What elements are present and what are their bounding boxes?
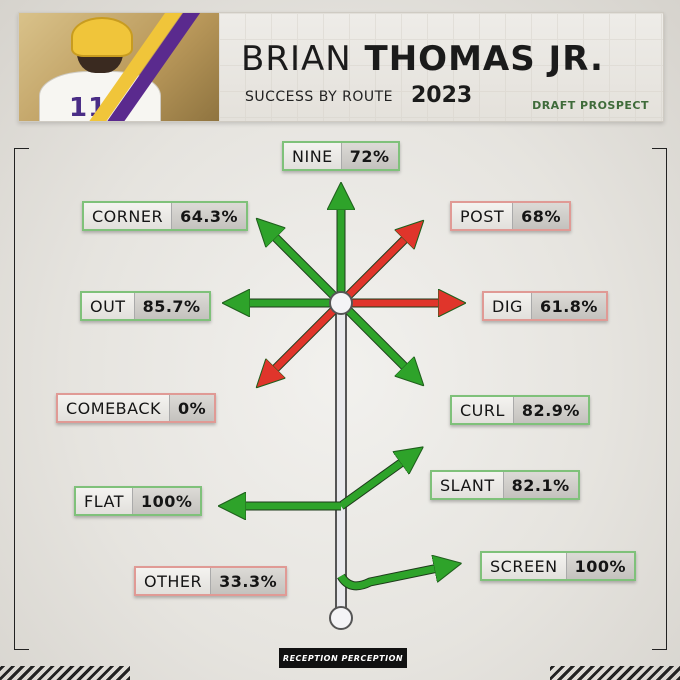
- header-panel: 11 BRIAN THOMAS JR. SUCCESS BY ROUTE 202…: [18, 12, 664, 122]
- first-name: BRIAN: [241, 39, 352, 79]
- season-year: 2023: [411, 83, 473, 108]
- comeback-route-arrow: [266, 300, 344, 378]
- route-name: POST: [452, 203, 513, 229]
- route-success-rate: 0%: [168, 395, 215, 421]
- last-name: THOMAS JR.: [364, 39, 604, 79]
- player-name: BRIAN THOMAS JR.: [241, 39, 604, 79]
- route-name: SCREEN: [482, 553, 566, 579]
- post-route-arrow: [338, 230, 414, 306]
- route-success-rate: 72%: [340, 143, 398, 169]
- header-grid-texture: [219, 13, 663, 121]
- reception-perception-logo: RECEPTION PERCEPTION: [279, 648, 407, 668]
- route-name: OUT: [82, 293, 134, 319]
- route-success-rate: 33.3%: [210, 568, 286, 594]
- route-label-other: OTHER 33.3%: [134, 566, 288, 596]
- chart-subtitle: SUCCESS BY ROUTE: [245, 89, 393, 105]
- hatch-decoration-right: [550, 666, 680, 680]
- route-name: OTHER: [136, 568, 211, 594]
- slant-route-arrow: [338, 455, 412, 509]
- route-success-rate: 82.1%: [502, 472, 578, 498]
- route-success-rate: 85.7%: [133, 293, 209, 319]
- route-success-rate: 64.3%: [171, 203, 247, 229]
- right-bracket: [652, 148, 667, 650]
- route-label-nine: NINE 72%: [282, 141, 400, 171]
- route-name: COMEBACK: [58, 395, 169, 421]
- route-name: NINE: [284, 143, 341, 169]
- corner-route-arrow: [266, 228, 344, 306]
- route-success-rate: 82.9%: [512, 397, 588, 423]
- route-label-dig: DIG 61.8%: [482, 291, 608, 321]
- draft-prospect-tag: DRAFT PROSPECT: [532, 99, 649, 112]
- route-success-rate: 100%: [565, 553, 635, 579]
- route-label-flat: FLAT 100%: [74, 486, 203, 516]
- screen-route-arrow: [337, 566, 448, 590]
- route-name: FLAT: [76, 488, 132, 514]
- route-label-curl: CURL 82.9%: [450, 395, 590, 425]
- curl-route-arrow: [338, 300, 414, 376]
- route-success-rate: 68%: [512, 203, 569, 229]
- route-name: CURL: [452, 397, 513, 423]
- route-start-dot: [329, 606, 353, 630]
- route-name: CORNER: [84, 203, 172, 229]
- route-label-comeback: COMEBACK 0%: [56, 393, 217, 423]
- route-success-rate: 61.8%: [530, 293, 606, 319]
- route-hub: [329, 291, 353, 315]
- route-label-post: POST 68%: [450, 201, 571, 231]
- route-label-out: OUT 85.7%: [80, 291, 211, 321]
- left-bracket: [14, 148, 29, 650]
- route-label-slant: SLANT 82.1%: [430, 470, 580, 500]
- hatch-decoration-left: [0, 666, 130, 680]
- route-label-corner: CORNER 64.3%: [82, 201, 249, 231]
- player-helmet: [71, 17, 133, 57]
- route-name: SLANT: [432, 472, 503, 498]
- route-label-screen: SCREEN 100%: [480, 551, 637, 581]
- route-name: DIG: [484, 293, 531, 319]
- route-success-rate: 100%: [131, 488, 201, 514]
